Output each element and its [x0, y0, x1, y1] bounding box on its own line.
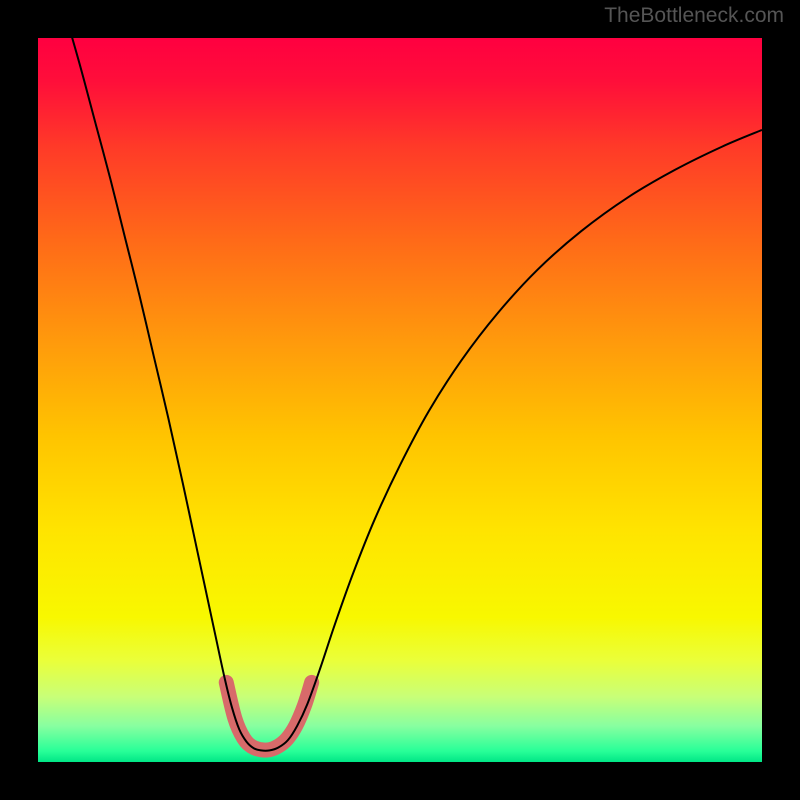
- chart-svg: [0, 0, 800, 800]
- gradient-background: [38, 38, 762, 762]
- chart-canvas: TheBottleneck.com: [0, 0, 800, 800]
- watermark-text: TheBottleneck.com: [604, 4, 784, 28]
